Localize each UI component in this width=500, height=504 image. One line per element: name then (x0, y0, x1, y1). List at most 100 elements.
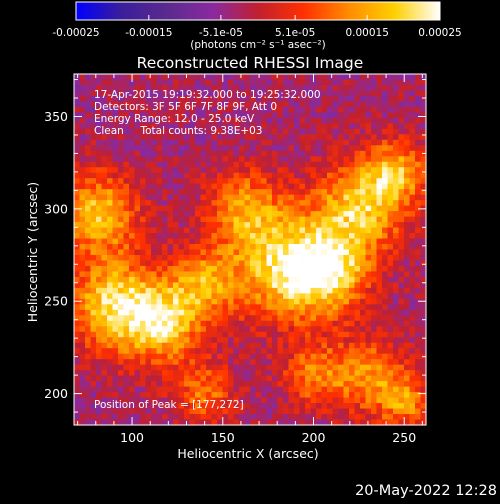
heatmap-cell (343, 414, 350, 421)
heatmap-cell (96, 150, 103, 157)
heatmap-cell (376, 359, 383, 366)
heatmap-cell (349, 326, 356, 333)
heatmap-cell (167, 128, 174, 135)
heatmap-cell (266, 172, 273, 179)
heatmap-cell (343, 337, 350, 344)
heatmap-cell (338, 375, 345, 382)
heatmap-cell (184, 106, 191, 113)
heatmap-cell (101, 403, 108, 410)
heatmap-cell (244, 370, 251, 377)
heatmap-cell (365, 337, 372, 344)
heatmap-cell (360, 156, 367, 163)
heatmap-cell (404, 106, 411, 113)
heatmap-cell (398, 298, 405, 305)
heatmap-cell (327, 254, 334, 262)
heatmap-cell (294, 227, 301, 234)
heatmap-cell (222, 271, 229, 278)
heatmap-cell (327, 419, 334, 426)
heatmap-cell (195, 244, 202, 251)
heatmap-cell (184, 178, 191, 185)
heatmap-cell (409, 194, 416, 201)
heatmap-cell (255, 249, 262, 256)
heatmap-cell (261, 106, 268, 113)
heatmap-cell (222, 183, 229, 190)
heatmap-cell (294, 337, 301, 344)
heatmap-cell (277, 123, 284, 130)
heatmap-cell (134, 331, 141, 338)
heatmap-cell (222, 117, 229, 124)
heatmap-cell (365, 260, 372, 267)
heatmap-cell (305, 353, 312, 360)
heatmap-cell (371, 134, 378, 141)
heatmap-cell (376, 222, 383, 229)
heatmap-cell (343, 331, 350, 338)
heatmap-cell (85, 392, 92, 399)
heatmap-cell (140, 348, 147, 355)
heatmap-cell (349, 238, 356, 245)
heatmap-cell (250, 101, 257, 108)
heatmap-cell (184, 90, 191, 97)
heatmap-cell (327, 167, 334, 174)
heatmap-cell (261, 249, 268, 256)
heatmap-cell (354, 315, 361, 322)
heatmap-cell (294, 353, 301, 360)
heatmap-cell (332, 331, 339, 338)
heatmap-cell (415, 145, 422, 152)
heatmap-cell (365, 276, 372, 283)
heatmap-cell (288, 419, 295, 426)
heatmap-cell (79, 414, 86, 421)
heatmap-cell (228, 309, 235, 316)
heatmap-cell (217, 287, 224, 294)
heatmap-cell (393, 287, 400, 294)
heatmap-cell (250, 348, 257, 355)
heatmap-cell (299, 337, 306, 344)
heatmap-cell (85, 309, 92, 316)
heatmap-cell (140, 123, 147, 130)
heatmap-cell (151, 156, 158, 163)
heatmap-cell (250, 403, 257, 410)
heatmap-cell (376, 260, 383, 267)
heatmap-cell (376, 167, 383, 174)
heatmap-cell (140, 386, 147, 393)
heatmap-cell (145, 408, 152, 415)
heatmap-cell (376, 123, 383, 130)
heatmap-cell (409, 249, 416, 256)
heatmap-cell (228, 222, 235, 229)
heatmap-cell (360, 298, 367, 305)
heatmap-cell (343, 392, 350, 399)
heatmap-cell (118, 156, 125, 163)
heatmap-cell (349, 249, 356, 256)
heatmap-cell (332, 370, 339, 377)
heatmap-cell (349, 117, 356, 124)
heatmap-cell (288, 375, 295, 382)
heatmap-cell (134, 74, 141, 81)
heatmap-cell (255, 216, 262, 223)
heatmap-cell (145, 304, 152, 311)
heatmap-cell (305, 342, 312, 349)
heatmap-cell (228, 167, 235, 174)
heatmap-cell (195, 408, 202, 415)
heatmap-cell (338, 392, 345, 399)
heatmap-cell (255, 370, 262, 377)
heatmap-cell (233, 244, 240, 251)
footer-date: 20-May-2022 12:28 (355, 483, 497, 499)
heatmap-cell (129, 156, 136, 163)
heatmap-cell (96, 353, 103, 360)
heatmap-cell (228, 233, 235, 240)
heatmap-cell (376, 403, 383, 410)
heatmap-cell (129, 320, 136, 327)
heatmap-cell (354, 183, 361, 190)
heatmap-cell (387, 95, 394, 103)
heatmap-cell (321, 139, 328, 146)
heatmap-cell (354, 244, 361, 251)
heatmap-cell (321, 101, 328, 108)
heatmap-cell (211, 392, 218, 399)
heatmap-cell (134, 359, 141, 366)
heatmap-cell (134, 183, 141, 190)
heatmap-cell (294, 260, 301, 267)
heatmap-cell (354, 84, 361, 92)
heatmap-cell (255, 414, 262, 421)
heatmap-cell (189, 260, 196, 267)
heatmap-cell (365, 172, 372, 179)
heatmap-cell (151, 128, 158, 135)
